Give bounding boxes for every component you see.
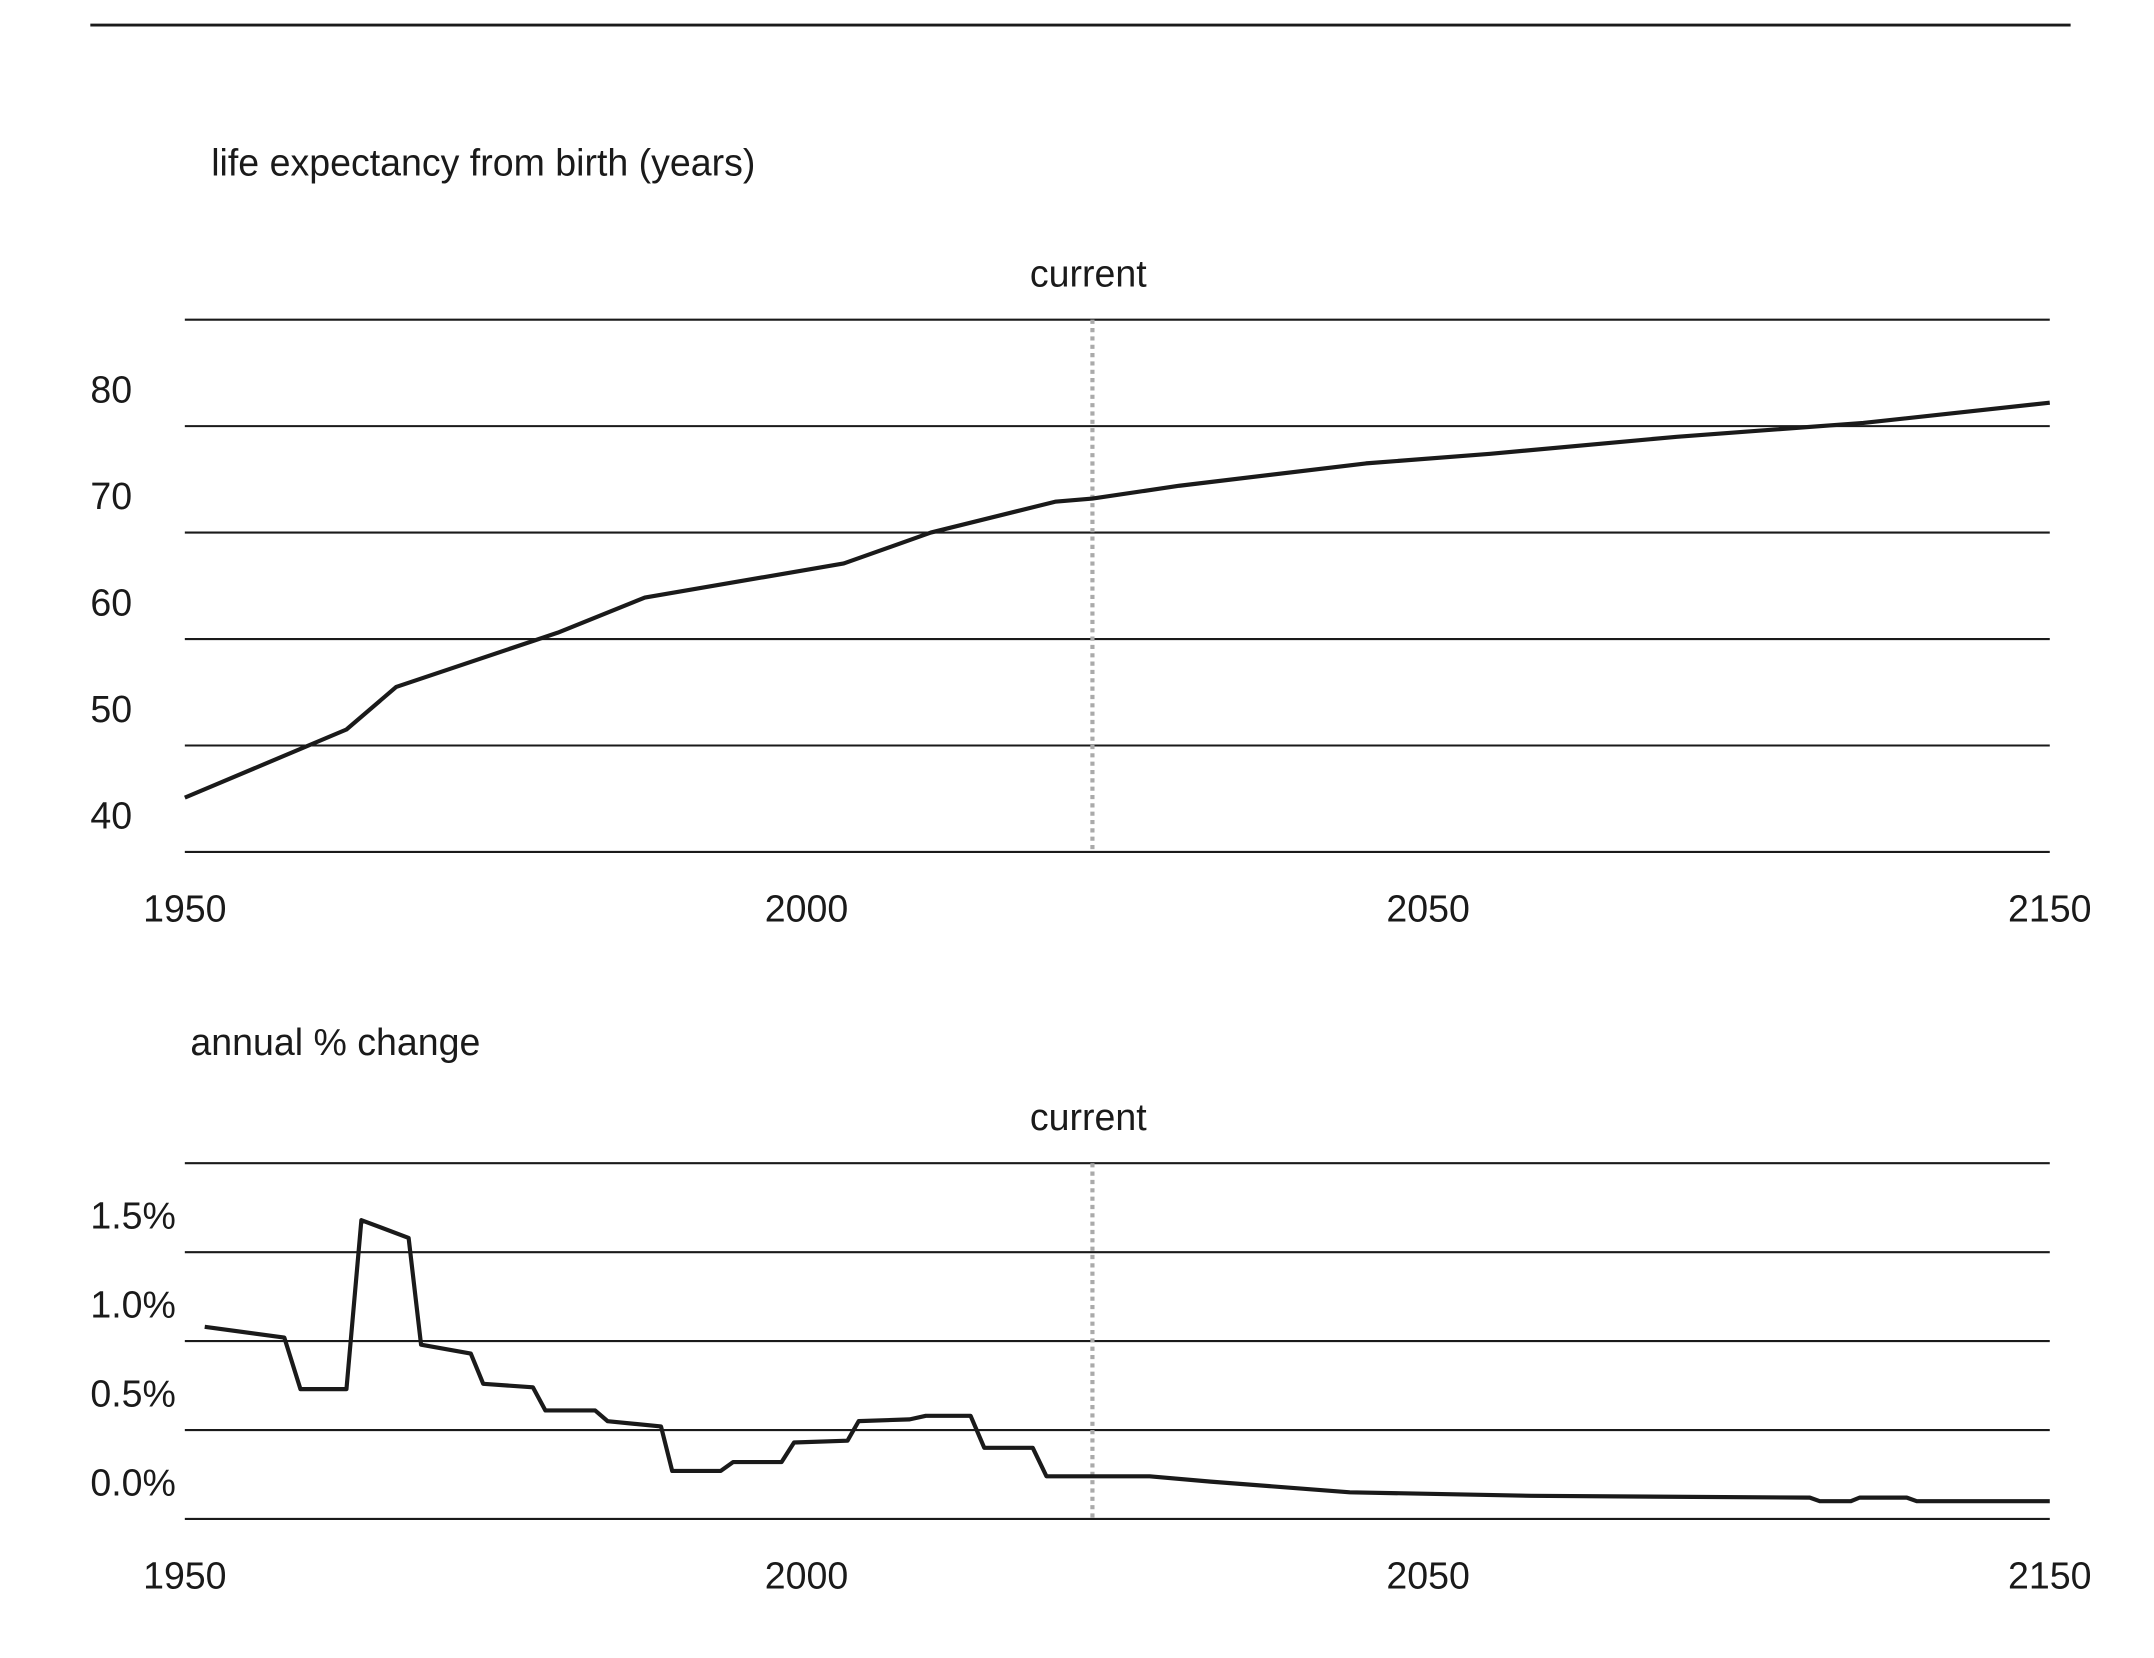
data-line xyxy=(184,400,2050,800)
x-tick-label: 2050 xyxy=(1386,1555,1469,1597)
y-tick-label: 40 xyxy=(90,794,132,836)
marker-label: current xyxy=(1030,1096,1147,1138)
x-tick-label: 2150 xyxy=(2008,1555,2091,1597)
y-axis-title: life expectancy from birth (years) xyxy=(211,141,755,183)
y-tick-label: 70 xyxy=(90,475,132,517)
y-tick-label: 1.5% xyxy=(90,1195,176,1237)
x-tick-label: 1950 xyxy=(143,888,226,930)
marker-label: current xyxy=(1030,253,1147,295)
y-axis-title: annual % change xyxy=(190,1021,480,1063)
x-tick-label: 1950 xyxy=(143,1555,226,1597)
y-tick-label: 60 xyxy=(90,582,132,624)
x-tick-label: 2150 xyxy=(2008,888,2091,930)
y-tick-label: 80 xyxy=(90,369,132,411)
y-tick-label: 1.0% xyxy=(90,1284,176,1326)
x-tick-label: 2000 xyxy=(765,1555,848,1597)
x-tick-label: 2000 xyxy=(765,888,848,930)
x-tick-label: 2050 xyxy=(1386,888,1469,930)
data-line xyxy=(204,1218,2050,1504)
y-tick-label: 0.0% xyxy=(90,1462,176,1504)
y-tick-label: 0.5% xyxy=(90,1373,176,1415)
y-tick-label: 50 xyxy=(90,688,132,730)
